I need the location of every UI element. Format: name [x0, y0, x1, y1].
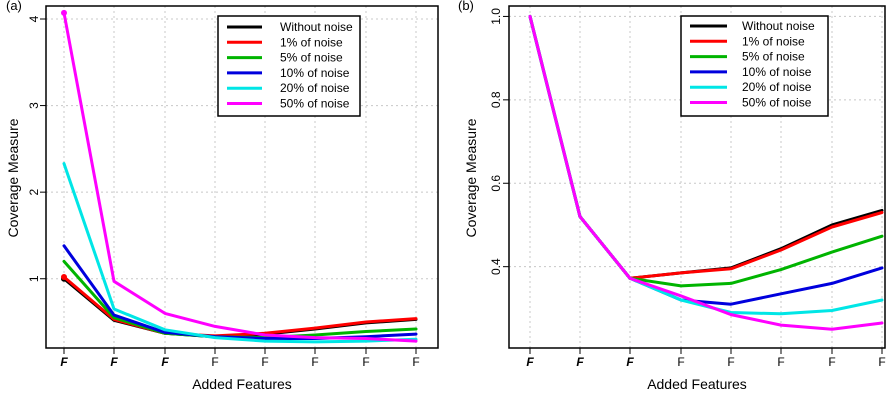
y-tick-label: 3 — [27, 102, 41, 109]
series-line-4 — [62, 162, 418, 344]
y-tick-label: 2 — [27, 188, 41, 195]
x-tick-label: F — [828, 355, 835, 369]
legend-label-2: 5% of noise — [280, 51, 343, 65]
y-axis-label: Coverage Measure — [5, 118, 21, 237]
y-tick-label: 4 — [27, 15, 41, 22]
chart-panel-b: (b) F F F F F F F F 0.4 0.6 0.8 1.0 Added Features Cov… — [458, 0, 886, 392]
panel-label: (b) — [458, 0, 474, 13]
series-line-5 — [62, 11, 418, 343]
y-axis-label: Coverage Measure — [463, 118, 479, 237]
x-axis-label: Added Features — [647, 376, 747, 392]
y-tick-label: 0.6 — [489, 175, 503, 192]
legend-label-3: 10% of noise — [280, 66, 350, 80]
x-tick-label: F — [677, 355, 684, 369]
legend-label-2: 5% of noise — [742, 50, 805, 64]
x-tick-label: F — [626, 355, 634, 369]
series-marker-1 — [61, 274, 67, 280]
legend-label-3: 10% of noise — [742, 65, 812, 79]
legend-label-5: 50% of noise — [280, 97, 350, 111]
x-tick-label: F — [526, 355, 534, 369]
legend-box — [217, 15, 361, 117]
y-tick-label: 0.4 — [489, 258, 503, 275]
legend-label-1: 1% of noise — [742, 34, 805, 48]
series-line-0 — [62, 277, 418, 339]
x-tick-label: F — [412, 355, 419, 369]
series-line-1 — [62, 275, 418, 338]
y-tick-label: 1.0 — [489, 8, 503, 25]
legend-label-0: Without noise — [280, 20, 353, 34]
x-tick-label: F — [161, 355, 169, 369]
legend-label-0: Without noise — [742, 19, 815, 33]
x-tick-label: F — [311, 355, 318, 369]
x-tick-label: F — [362, 355, 369, 369]
series-marker-5 — [61, 9, 67, 16]
series-line-2 — [62, 259, 418, 340]
series-line-5 — [528, 14, 884, 331]
plot-frame — [45, 5, 439, 349]
legend-box — [680, 15, 829, 117]
x-tick-label: F — [110, 355, 118, 369]
legend-label-4: 20% of noise — [280, 81, 350, 95]
y-tick-label: 1 — [27, 275, 41, 282]
y-tick-label: 0.8 — [489, 91, 503, 108]
legend-label-5: 50% of noise — [742, 96, 812, 110]
panel-label: (a) — [6, 0, 22, 13]
x-tick-label: F — [261, 355, 268, 369]
x-tick-label: F — [576, 355, 584, 369]
x-tick-label: F — [727, 355, 734, 369]
legend-label-4: 20% of noise — [742, 80, 812, 94]
x-axis-label: Added Features — [192, 376, 292, 392]
chart-panel-a: (a) F F F F F F F F 1 2 3 4 Added Features Coverage Me… — [5, 0, 439, 392]
x-tick-label: F — [211, 355, 218, 369]
x-tick-label: F — [60, 355, 68, 369]
x-tick-label: F — [878, 355, 885, 369]
x-tick-label: F — [777, 355, 784, 369]
plot-frame — [508, 5, 886, 349]
legend-label-1: 1% of noise — [280, 35, 343, 49]
